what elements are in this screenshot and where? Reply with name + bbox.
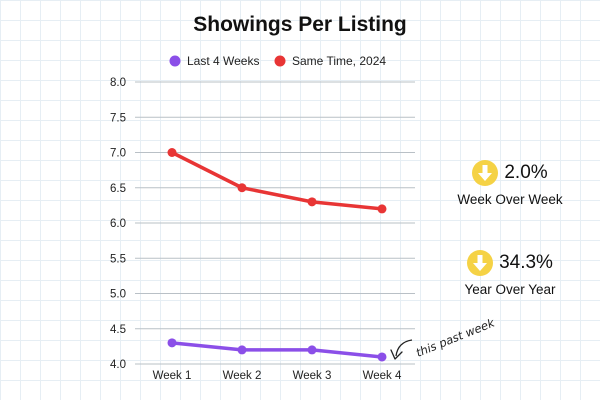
- annotation: this past week: [390, 315, 498, 360]
- legend: Last 4 Weeks Same Time, 2024: [169, 54, 386, 68]
- y-tick-label: 4.0: [110, 359, 126, 371]
- y-tick-label: 4.5: [110, 324, 126, 336]
- data-point-last-4-weeks: [167, 338, 177, 348]
- y-tick-label: 6.0: [110, 218, 126, 230]
- stat-value: 34.3%: [499, 252, 553, 273]
- x-tick-label: Week 1: [153, 370, 192, 382]
- series-line-last-4-weeks: [170, 341, 384, 359]
- stat-value: 2.0%: [504, 162, 548, 183]
- stat-year-over-year: 34.3% Year Over Year: [440, 250, 580, 297]
- down-arrow-icon: [472, 160, 499, 186]
- data-point-same-time-2024: [307, 197, 317, 207]
- stat-week-over-week: 2.0% Week Over Week: [440, 160, 580, 207]
- stat-label: Year Over Year: [464, 282, 556, 297]
- x-tick-label: Week 2: [223, 370, 262, 382]
- series-lines: [167, 148, 387, 362]
- data-point-last-4-weeks: [377, 352, 387, 362]
- y-tick-label: 5.0: [110, 289, 126, 301]
- data-point-same-time-2024: [167, 148, 177, 157]
- x-tick-label: Week 3: [293, 370, 332, 382]
- y-tick-label: 7.0: [110, 148, 126, 160]
- x-tick-label: Week 4: [363, 370, 402, 382]
- annotation-text: this past week: [414, 315, 498, 360]
- chart-title: Showings Per Listing: [193, 13, 407, 36]
- y-tick-label: 6.5: [110, 183, 126, 195]
- y-tick-label: 7.5: [110, 112, 126, 124]
- stat-label: Week Over Week: [457, 192, 563, 207]
- data-point-same-time-2024: [377, 204, 387, 214]
- gridlines: [135, 81, 415, 365]
- legend-swatch-last-4-weeks: [169, 55, 181, 67]
- series-line-same-time-2024: [170, 150, 384, 211]
- data-point-last-4-weeks: [237, 345, 247, 355]
- y-axis-ticks: 4.0 4.5 5.0 5.5 6.0 6.5 7.0 7.5 8.0: [110, 77, 126, 371]
- data-point-same-time-2024: [237, 183, 247, 193]
- annotation-arrow-head: [390, 349, 403, 360]
- legend-label-same-time-2024: Same Time, 2024: [292, 54, 386, 68]
- y-tick-label: 8.0: [110, 77, 126, 89]
- annotation-curve: [395, 339, 413, 357]
- down-arrow-icon: [467, 250, 494, 276]
- x-axis-ticks: Week 1 Week 2 Week 3 Week 4: [153, 370, 402, 382]
- legend-label-last-4-weeks: Last 4 Weeks: [187, 54, 259, 68]
- data-point-last-4-weeks: [307, 345, 317, 355]
- legend-swatch-same-time-2024: [274, 55, 286, 67]
- y-tick-label: 5.5: [110, 253, 126, 265]
